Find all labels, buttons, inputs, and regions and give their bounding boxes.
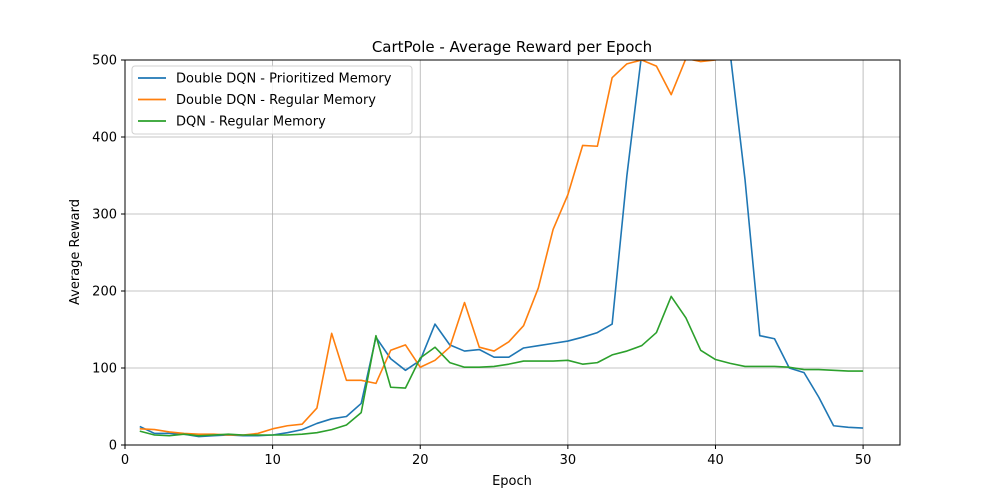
legend: Double DQN - Prioritized Memory Double DQ…	[131, 65, 413, 135]
y-tick-label: 100	[92, 362, 117, 377]
y-axis-label: Average Reward	[68, 199, 83, 305]
x-tick-label: 30	[560, 453, 577, 468]
plot-frame	[124, 59, 901, 446]
x-axis-label: Epoch	[492, 474, 532, 489]
series-line-3	[139, 295, 864, 437]
y-tick-label: 500	[92, 54, 117, 69]
legend-box	[131, 65, 413, 135]
y-tick-label: 400	[92, 131, 117, 146]
legend-label: Double DQN - Regular Memory	[176, 93, 376, 108]
y-tick-label: 300	[92, 208, 117, 223]
series-layer	[139, 60, 864, 438]
series-line-2	[139, 60, 717, 436]
x-tick-label: 50	[855, 453, 872, 468]
y-tick-label: 200	[92, 285, 117, 300]
x-tick-label: 10	[264, 453, 281, 468]
x-tick-label: 40	[707, 453, 724, 468]
x-tick-label: 20	[412, 453, 429, 468]
x-tick-label: 0	[121, 453, 129, 468]
legend-label: DQN - Regular Memory	[176, 115, 326, 130]
legend-label: Double DQN - Prioritized Memory	[176, 72, 392, 87]
y-tick-label: 0	[109, 439, 117, 454]
chart-title: CartPole - Average Reward per Epoch	[372, 38, 652, 56]
